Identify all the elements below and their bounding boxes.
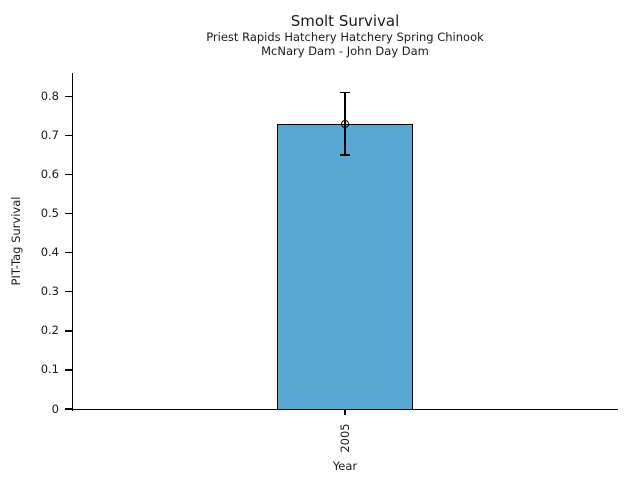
y-tick-mark [64,173,72,176]
y-tick-label: 0.6 [40,167,59,182]
y-tick-mark [64,134,72,137]
chart-subtitle-line1: Priest Rapids Hatchery Hatchery Spring C… [206,30,484,44]
y-tick-label: 0 [51,401,59,416]
y-tick-mark [64,95,72,98]
y-tick-mark [64,291,72,293]
x-tick-mark [344,410,346,415]
y-tick-mark [64,252,72,254]
chart-subtitle-line2: McNary Dam - John Day Dam [261,44,429,58]
y-tick-label: 0.5 [40,206,59,221]
x-axis-label: Year [332,459,358,473]
error-bar-cap-bottom [340,154,350,156]
y-tick-mark [64,369,72,371]
bar-2005 [277,123,413,411]
x-tick-label: 2005 [338,423,352,453]
y-tick-label: 0.1 [40,362,59,377]
y-axis-spine [71,73,73,411]
error-bar-cap-top [340,91,350,94]
y-tick-mark [64,213,72,215]
y-tick-mark [64,330,72,332]
data-point-marker [341,119,349,128]
y-tick-label: 0.2 [40,323,59,338]
y-tick-label: 0.7 [40,128,59,142]
chart-title: Smolt Survival [290,12,400,30]
y-tick-mark [64,408,72,410]
y-tick-label: 0.4 [40,245,59,260]
y-tick-label: 0.3 [40,284,59,299]
y-tick-label: 0.8 [40,88,59,103]
